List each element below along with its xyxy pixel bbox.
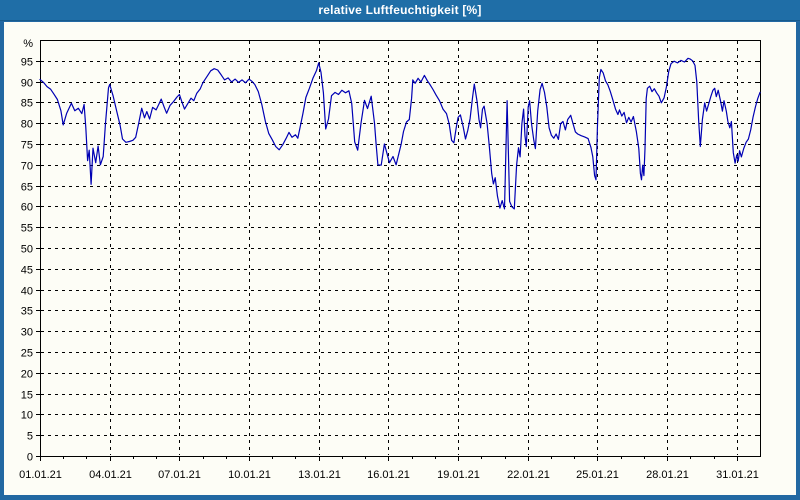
y-tick-label: 75 [21, 140, 33, 152]
y-tick-label: 60 [21, 202, 33, 214]
x-tick-label: 10.01.21 [228, 469, 271, 481]
y-tick-label: 90 [21, 78, 33, 90]
y-tick-label: 65 [21, 182, 33, 194]
y-tick-label: 95 [21, 57, 33, 69]
x-tick-label: 25.01.21 [576, 469, 619, 481]
y-tick-label: 40 [21, 286, 33, 298]
y-tick-label: 0 [27, 452, 33, 464]
x-tick-label: 22.01.21 [507, 469, 550, 481]
x-tick-label: 28.01.21 [646, 469, 689, 481]
axis-ticks [36, 61, 760, 461]
y-tick-label: 85 [21, 98, 33, 110]
y-tick-label: 55 [21, 223, 33, 235]
y-tick-label: 10 [21, 410, 33, 422]
x-tick-label: 04.01.21 [89, 469, 132, 481]
y-unit-label: % [23, 38, 33, 50]
x-axis-labels: 01.01.21 04.01.21 07.01.21 10.01.21 13.01.21… [19, 469, 759, 481]
x-tick-label: 07.01.21 [158, 469, 201, 481]
y-tick-label: 20 [21, 369, 33, 381]
y-tick-label: 25 [21, 348, 33, 360]
x-tick-label: 19.01.21 [437, 469, 480, 481]
plot-frame [40, 40, 761, 457]
y-tick-label: 15 [21, 390, 33, 402]
y-tick-label: 5 [27, 431, 33, 443]
gridlines [41, 41, 759, 455]
x-tick-label: 31.01.21 [716, 469, 759, 481]
chart-panel [4, 22, 796, 495]
humidity-line [39, 57, 761, 210]
y-axis-labels: 0 5 10 15 20 25 30 35 40 45 50 55 60 65 70 75 80 85 90 95% [21, 38, 33, 464]
x-tick-label: 13.01.21 [298, 469, 341, 481]
y-tick-label: 70 [21, 161, 33, 173]
x-tick-label: 16.01.21 [367, 469, 410, 481]
y-tick-label: 50 [21, 244, 33, 256]
y-tick-label: 35 [21, 306, 33, 318]
y-tick-label: 80 [21, 119, 33, 131]
x-tick-label: 01.01.21 [19, 469, 62, 481]
y-tick-label: 30 [21, 327, 33, 339]
window-title: relative Luftfeuchtigkeit [%] [318, 3, 482, 17]
window-titlebar: relative Luftfeuchtigkeit [%] [0, 0, 800, 21]
y-tick-label: 45 [21, 265, 33, 277]
